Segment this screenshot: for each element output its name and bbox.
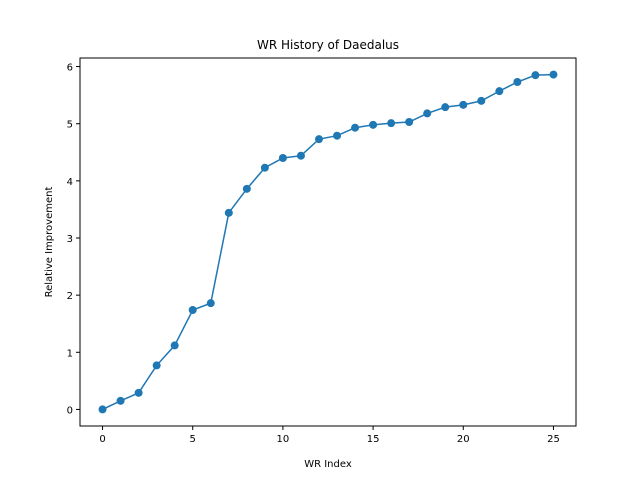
data-point xyxy=(441,103,450,112)
data-point xyxy=(134,388,143,397)
y-tick-label: 0 xyxy=(67,405,73,416)
data-point xyxy=(170,341,179,350)
data-point xyxy=(423,109,432,118)
x-tick-label: 5 xyxy=(190,434,196,445)
data-point xyxy=(260,163,269,172)
data-point xyxy=(531,71,540,80)
x-axis-label: WR Index xyxy=(304,459,352,470)
data-point xyxy=(116,396,125,405)
x-axis: 0 5 10 15 20 25 xyxy=(99,426,560,445)
data-point xyxy=(188,306,197,314)
x-tick-label: 25 xyxy=(547,434,560,445)
y-tick-label: 5 xyxy=(67,120,73,131)
data-point xyxy=(314,135,323,144)
y-tick-label: 3 xyxy=(67,234,73,245)
x-tick-label: 10 xyxy=(277,434,290,445)
y-tick-label: 4 xyxy=(67,177,73,188)
data-point xyxy=(224,208,233,217)
data-point xyxy=(459,100,468,109)
data-point xyxy=(206,299,215,308)
y-tick-label: 2 xyxy=(67,291,73,302)
x-tick-label: 15 xyxy=(367,434,380,445)
x-tick-label: 0 xyxy=(99,434,105,445)
data-point xyxy=(387,119,396,128)
data-point xyxy=(242,184,251,193)
y-axis-label: Relative Improvement xyxy=(44,187,55,298)
data-point xyxy=(152,361,161,370)
plot-area xyxy=(79,57,577,427)
series-line xyxy=(102,73,554,411)
data-point xyxy=(369,120,378,129)
chart-title: WR History of Daedalus xyxy=(257,38,399,52)
data-point xyxy=(495,87,504,96)
data-point xyxy=(98,405,107,414)
y-axis: 0 1 2 3 4 5 6 xyxy=(67,63,80,416)
data-point xyxy=(549,70,558,79)
data-point xyxy=(278,154,287,162)
x-tick-label: 20 xyxy=(457,434,470,445)
data-point xyxy=(477,96,486,105)
data-point xyxy=(405,118,414,126)
data-point xyxy=(296,151,305,160)
y-tick-label: 1 xyxy=(67,348,73,359)
data-point xyxy=(513,78,522,86)
series-layer xyxy=(98,70,558,414)
data-point xyxy=(333,131,342,140)
y-tick-label: 6 xyxy=(67,63,73,74)
data-point xyxy=(351,123,360,132)
